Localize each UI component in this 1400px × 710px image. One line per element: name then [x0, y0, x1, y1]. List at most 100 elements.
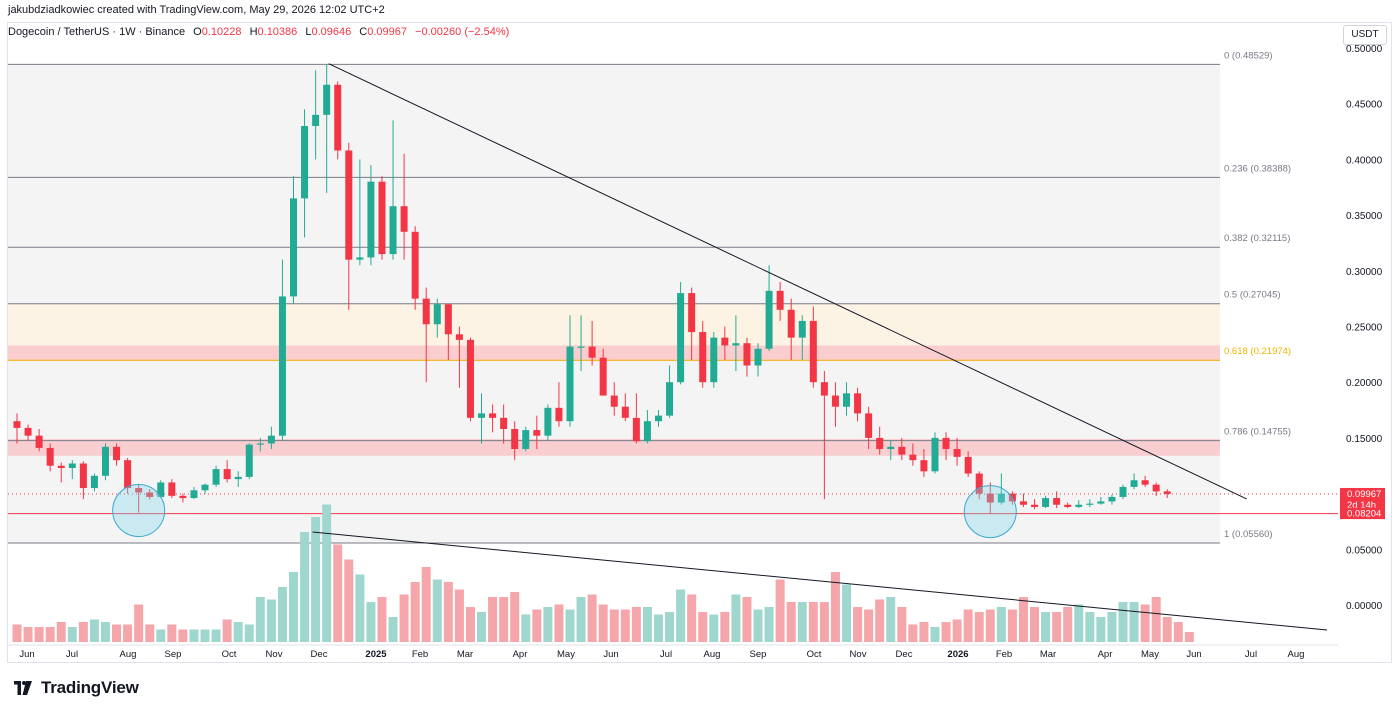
volume-bar: [322, 504, 332, 642]
volume-bar: [653, 614, 663, 642]
candle-body: [24, 427, 32, 436]
fib-level-label: 0.618 (0.21974): [1224, 346, 1291, 357]
volume-bar: [1007, 609, 1017, 642]
candle: [124, 457, 132, 494]
y-axis-tick-label: 0.25000: [1346, 323, 1383, 334]
candle: [986, 482, 994, 514]
candle: [1053, 491, 1061, 509]
candle-body: [964, 456, 972, 474]
tradingview-logo-icon: [14, 681, 32, 695]
candle-body: [500, 417, 508, 429]
candle-body: [522, 430, 530, 450]
candle-body: [843, 393, 850, 407]
volume-bar: [797, 602, 807, 642]
candle-body: [278, 296, 286, 436]
volume-bar: [808, 602, 818, 642]
candle: [942, 432, 950, 461]
candle: [1086, 499, 1094, 507]
candle-body: [1064, 504, 1072, 507]
volume-bar: [919, 622, 929, 642]
candle: [688, 287, 696, 360]
y-axis-tick-label: 0.40000: [1346, 155, 1383, 166]
candle: [621, 393, 629, 422]
candle: [256, 437, 264, 452]
volume-bar: [211, 629, 221, 642]
candle-body: [1086, 503, 1094, 505]
candle: [500, 404, 508, 444]
candle: [478, 393, 486, 444]
tradingview-logo[interactable]: TradingView: [10, 678, 139, 698]
x-axis-tick-label: Aug: [1288, 649, 1305, 660]
candle-body: [301, 125, 309, 199]
fib-level-label: 0.5 (0.27045): [1224, 290, 1281, 301]
x-axis-tick-label: May: [557, 649, 575, 660]
volume-bar: [388, 617, 398, 642]
candle-body: [157, 482, 165, 497]
volume-bar: [698, 612, 708, 642]
candle-body: [367, 181, 375, 258]
candle: [13, 413, 21, 444]
low-label: L: [305, 26, 312, 38]
fib-level-label: 0 (0.48529): [1224, 50, 1273, 61]
volume-bar: [554, 604, 564, 642]
volume-bar: [100, 622, 110, 642]
volume-bar: [78, 622, 88, 642]
volume-bar: [89, 619, 99, 642]
candle-body: [1053, 498, 1061, 505]
candle-body: [654, 415, 662, 422]
volume-bar: [277, 587, 287, 642]
candle: [1119, 484, 1127, 500]
currency-unit-button[interactable]: USDT: [1343, 25, 1387, 45]
candle: [522, 426, 530, 452]
fib-level-label: 1 (0.05560): [1224, 529, 1273, 540]
candle: [699, 320, 707, 388]
candle-body: [544, 407, 552, 436]
candle-body: [555, 407, 563, 422]
volume-bar: [908, 624, 918, 642]
volume-bar: [886, 597, 896, 642]
volume-bar: [189, 629, 199, 642]
candle: [179, 493, 187, 503]
volume-bar: [1063, 607, 1073, 642]
candle: [223, 460, 231, 483]
candle: [323, 64, 331, 193]
candle: [898, 437, 906, 461]
candle-body: [179, 495, 187, 499]
volume-bar: [1107, 612, 1117, 642]
candle-body: [267, 435, 275, 444]
chart-credit: jakubdziadkowiec created with TradingVie…: [8, 4, 385, 16]
candle: [455, 326, 463, 388]
x-axis-tick-label: Feb: [996, 649, 1012, 660]
candle: [798, 315, 806, 360]
candle: [599, 348, 607, 396]
candle-body: [566, 346, 574, 422]
candle: [466, 337, 474, 422]
candle-body: [533, 430, 541, 436]
volume-bar: [996, 607, 1006, 642]
y-axis-tick-label: 0.45000: [1346, 100, 1383, 111]
candle-body: [1152, 484, 1160, 492]
candle-body: [776, 290, 784, 310]
symbol-name: Dogecoin / TetherUS · 1W · Binance: [8, 26, 186, 38]
candle: [367, 164, 375, 266]
candle: [743, 337, 751, 377]
volume-bar: [510, 592, 520, 642]
candle-body: [876, 437, 884, 450]
x-axis-tick-label: May: [1141, 649, 1159, 660]
y-axis-tick-label: 0.20000: [1346, 378, 1383, 389]
candle-body: [1042, 498, 1050, 507]
volume-bar: [864, 609, 874, 642]
candle-body: [677, 293, 685, 383]
volume-bar: [333, 544, 343, 642]
candle: [1141, 475, 1149, 487]
x-axis-tick-label: Jul: [660, 649, 672, 660]
candle-body: [57, 465, 65, 468]
volume-bar: [731, 594, 741, 642]
candle: [820, 371, 828, 500]
volume-bar: [178, 629, 188, 642]
candle: [400, 153, 408, 260]
candle-body: [621, 406, 629, 418]
volume-bar: [742, 597, 752, 642]
candle: [422, 287, 430, 383]
